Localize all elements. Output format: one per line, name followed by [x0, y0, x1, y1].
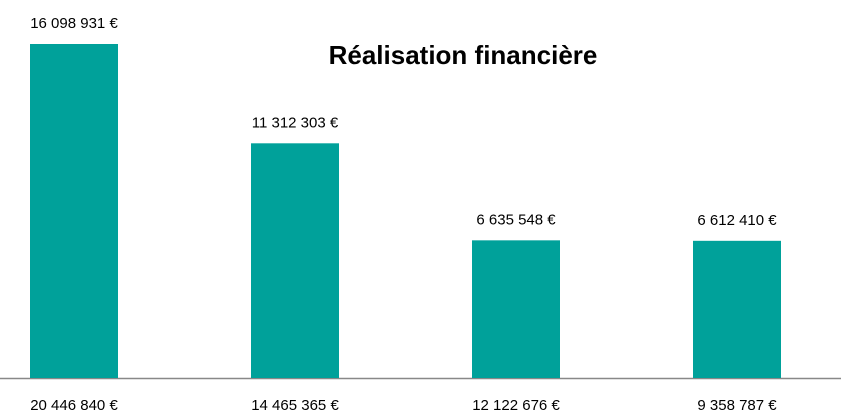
x-tick-label: 9 358 787 € — [697, 397, 777, 414]
bar — [472, 240, 560, 378]
value-label: 16 098 931 € — [30, 15, 118, 32]
value-label: 11 312 303 € — [252, 114, 339, 131]
bar — [251, 143, 339, 378]
x-tick-label: 20 446 840 € — [30, 397, 118, 414]
x-tick-label: 14 465 365 € — [251, 397, 339, 414]
x-tick-label: 12 122 676 € — [472, 397, 560, 414]
bar — [693, 240, 781, 378]
bar — [30, 44, 118, 378]
chart-title: Réalisation financière — [329, 40, 598, 70]
value-label: 6 635 548 € — [476, 211, 556, 228]
value-label: 6 612 410 € — [697, 212, 777, 229]
